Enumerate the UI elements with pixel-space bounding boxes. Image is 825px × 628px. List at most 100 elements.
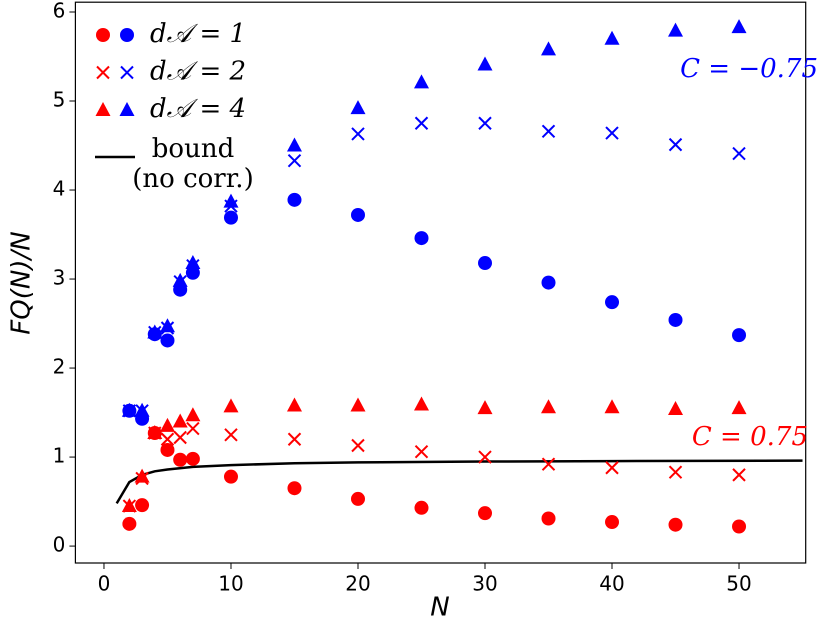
y-tick-label: 2	[53, 355, 66, 379]
point	[350, 100, 366, 115]
point	[541, 275, 556, 290]
point	[413, 74, 429, 89]
point	[121, 402, 137, 417]
point	[668, 401, 684, 416]
point	[351, 438, 365, 453]
point	[287, 153, 302, 168]
point	[185, 451, 200, 466]
point	[147, 425, 163, 440]
point	[350, 397, 366, 412]
y-tick-label: 1	[53, 444, 66, 468]
x-tick-label: 40	[599, 572, 624, 596]
point	[186, 421, 200, 436]
point	[605, 515, 620, 530]
point	[732, 146, 746, 161]
point	[414, 231, 429, 246]
point	[477, 56, 493, 71]
point	[286, 397, 302, 412]
point	[414, 116, 429, 130]
point	[286, 137, 302, 152]
point	[605, 461, 619, 475]
point	[172, 413, 188, 428]
y-tick-label: 5	[53, 88, 66, 112]
point	[173, 452, 188, 467]
point	[147, 324, 163, 339]
point	[477, 400, 493, 415]
legend-marker	[120, 65, 134, 80]
x-tick-label: 50	[726, 572, 751, 596]
point	[350, 207, 365, 222]
point	[413, 396, 429, 411]
legend-label: bound	[152, 134, 234, 164]
x-tick-label: 20	[345, 572, 370, 596]
point	[160, 442, 175, 457]
point	[122, 516, 137, 531]
bound-line	[115, 459, 803, 504]
legend-marker	[120, 28, 134, 42]
point	[541, 41, 557, 56]
point	[541, 457, 556, 471]
point	[350, 491, 365, 506]
point	[173, 430, 187, 445]
point	[185, 407, 201, 422]
x-tick-label: 30	[472, 572, 497, 596]
legend-marker	[96, 28, 110, 42]
point	[731, 19, 747, 34]
legend-label: d𝒜 = 1	[150, 19, 246, 49]
point	[287, 481, 302, 496]
legend-label: d𝒜 = 2	[150, 57, 246, 87]
legend-marker	[96, 65, 110, 80]
x-axis-label: N	[430, 593, 449, 623]
y-tick-label: 6	[53, 0, 66, 22]
point	[223, 398, 239, 413]
point	[732, 328, 747, 343]
x-tick-label: 10	[218, 572, 243, 596]
point	[604, 399, 620, 414]
point	[172, 272, 188, 287]
point	[287, 432, 302, 446]
point	[668, 465, 683, 479]
point	[478, 450, 492, 464]
point	[134, 402, 150, 417]
point	[668, 22, 684, 37]
y-tick-label: 3	[53, 266, 66, 290]
plot-frame	[74, 1, 807, 564]
y-axis-label: FQ(N)/N	[7, 231, 37, 334]
point	[160, 432, 175, 446]
point	[605, 126, 619, 140]
point	[478, 116, 492, 130]
point	[159, 318, 175, 333]
point	[223, 193, 239, 208]
point	[478, 506, 493, 521]
point	[134, 468, 150, 483]
point	[160, 333, 175, 348]
point	[223, 210, 238, 225]
point	[541, 399, 557, 414]
point	[541, 511, 556, 526]
point	[668, 312, 683, 327]
point	[604, 30, 620, 45]
legend-marker	[95, 102, 111, 116]
annotation: C = −0.75	[680, 54, 818, 84]
point	[185, 255, 201, 270]
point	[414, 500, 429, 515]
legend-label: (no corr.)	[132, 164, 253, 194]
point	[732, 519, 747, 534]
point	[731, 400, 747, 415]
x-tick-label: 0	[98, 572, 111, 596]
point	[351, 127, 365, 141]
y-tick-label: 0	[53, 533, 66, 557]
legend-label: d𝒜 = 4	[150, 94, 246, 124]
point	[223, 469, 238, 484]
point	[732, 468, 746, 482]
point	[224, 428, 238, 442]
point	[414, 445, 429, 459]
point	[478, 256, 493, 271]
legend-marker	[119, 102, 135, 116]
point	[668, 137, 683, 152]
point	[287, 192, 302, 207]
point	[159, 417, 175, 432]
point	[135, 498, 150, 513]
y-tick-label: 4	[53, 177, 66, 201]
